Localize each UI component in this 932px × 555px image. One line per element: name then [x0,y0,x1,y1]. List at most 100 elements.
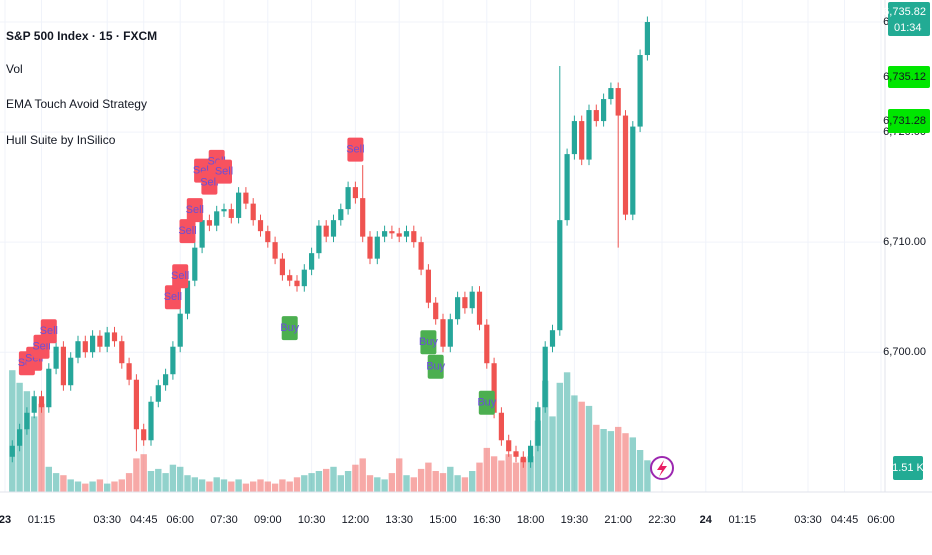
x-tick-label: 06:00 [867,514,895,526]
sell-label: Sell [346,144,364,156]
volume-bar [184,475,191,492]
candle-body [528,445,534,463]
volume-bar [118,479,125,492]
volume-bar [505,454,512,492]
candle-body [630,126,636,215]
candle-body [192,247,198,281]
x-tick-label: 22:30 [648,514,676,526]
candle-body [571,121,577,155]
x-tick-label: 16:30 [473,514,501,526]
volume-bar [600,429,607,492]
volume-bar [337,475,344,492]
candle-body [250,203,256,221]
last-price-tag [888,2,930,36]
x-tick-label: 13:30 [385,514,413,526]
candle-body [520,456,526,463]
volume-bar [301,475,308,492]
x-tick-label: 10:30 [298,514,326,526]
x-tick-label: 15:00 [429,514,457,526]
candle-body [608,88,614,100]
volume-bar [155,468,162,492]
candle-body [382,231,388,237]
buy-label: Buy [426,361,445,373]
volume-bar [374,477,381,492]
volume-bar [520,458,527,492]
candle-body [199,220,205,248]
price-tag [888,109,930,133]
indicator-price: 6,731.28 [883,115,926,127]
candle-body [593,110,599,122]
sell-label: Sell [178,225,196,237]
sell-label-box [201,170,218,195]
volume-bar [147,471,155,492]
sell-label: Sell [186,204,204,216]
candle-body [294,280,300,287]
candle-body [221,209,227,212]
candle-body [309,253,315,270]
candle-body [557,220,563,331]
candle-body [170,346,176,375]
volume-bar [279,479,286,492]
indicator-name: Hull Suite by InSilico [6,133,116,147]
buy-label-box [420,330,437,355]
volume-bar [111,481,118,492]
volume-bar [476,462,483,492]
candle-body [279,258,285,276]
candle-body [535,407,541,446]
y-tick-label: 6,700.00 [883,346,926,358]
volume-bar [31,416,38,492]
indicator-price: 6,735.12 [883,71,926,83]
x-tick-label: 21:00 [604,514,632,526]
candle-body [148,401,154,441]
candle-body [615,88,621,116]
buy-label: Buy [419,336,438,348]
candle-body [301,269,307,287]
volume-bar [125,473,133,492]
sell-label-box [172,264,189,289]
x-tick-label: 23 [0,514,11,526]
chart-title: S&P 500 Index · 15 · FXCM [6,29,157,43]
volume-bar [563,372,571,492]
candle-body [133,379,139,430]
volume-bar [432,471,439,492]
volume-bar [162,473,169,492]
volume-bar [578,401,585,492]
volume-bar [585,405,593,492]
candle-body [338,209,344,221]
volume-bar [425,462,432,492]
candle-body [330,220,337,237]
candle-body [287,275,293,281]
volume-bar [242,483,250,492]
buy-label-box [427,354,444,379]
volume-bar [439,473,447,492]
volume-bar [636,450,644,492]
candle-body [236,192,242,218]
volume-bar [366,475,374,492]
candle-body [498,412,504,441]
volume-bar [615,426,622,492]
volume-bar [23,391,31,492]
x-tick-label: 06:00 [166,514,194,526]
volume-bar [9,370,16,492]
candle-body [367,236,373,259]
volume-bar [410,477,417,492]
volume-bar [82,483,89,492]
volume-bar [359,458,366,492]
candle-body [60,346,66,386]
x-tick-label: 01:15 [729,514,757,526]
volume-bar [191,477,198,492]
sell-label-box [164,285,181,310]
volume-bar [257,479,264,492]
sell-label-box [186,198,203,223]
candle-body [352,187,358,199]
candle-body [418,242,424,270]
y-tick-label: 6,710.00 [883,236,926,248]
x-tick-label: 12:00 [342,514,370,526]
volume-bar [549,416,556,492]
volume-bar [228,481,235,492]
volume-bar [556,382,563,492]
volume-bar [483,447,490,492]
sell-label: Sell [164,291,182,303]
volume-bar [512,462,520,492]
